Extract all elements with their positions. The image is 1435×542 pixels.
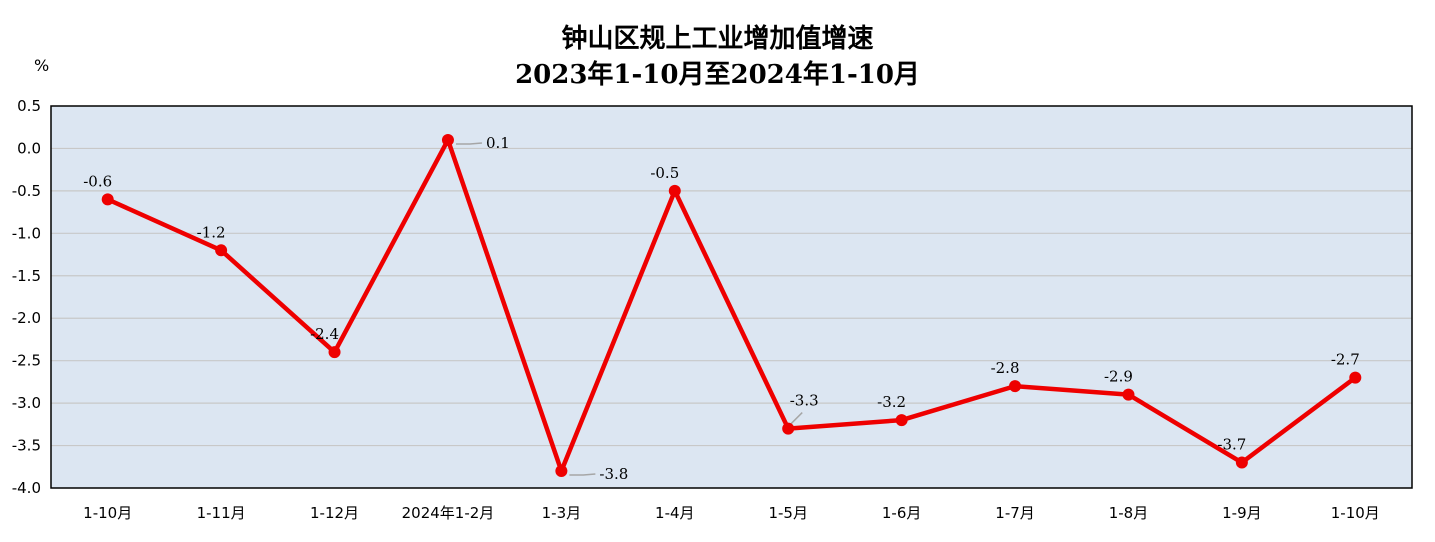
y-tick-label: -2.5 [12, 352, 41, 370]
plot-area [51, 106, 1412, 488]
x-tick-label: 2024年1-2月 [402, 504, 495, 522]
leader-line [455, 142, 483, 145]
plot-border [50, 105, 1413, 489]
data-label: -2.8 [991, 359, 1020, 377]
data-point [668, 184, 681, 197]
data-label: -0.6 [83, 172, 112, 190]
x-tick-label: 1-12月 [310, 504, 359, 522]
data-label: -3.7 [1217, 436, 1246, 454]
data-point [1122, 388, 1135, 401]
leader-line [789, 412, 803, 426]
data-label: -3.3 [790, 392, 819, 410]
data-point [328, 346, 341, 359]
x-tick-label: 1-3月 [542, 504, 582, 522]
data-label: -1.2 [197, 223, 226, 241]
data-point [441, 133, 454, 146]
y-tick-label: -3.0 [12, 394, 41, 412]
data-point [1349, 371, 1362, 384]
y-tick-label: -2.0 [12, 309, 41, 327]
data-point [215, 244, 228, 257]
y-tick-label: -4.0 [12, 479, 41, 497]
y-axis-unit: % [34, 56, 50, 75]
data-label: -0.5 [650, 164, 679, 182]
y-tick-label: -1.0 [12, 224, 41, 242]
y-tick-label: 0.0 [17, 139, 41, 157]
x-tick-label: 1-8月 [1109, 504, 1149, 522]
x-tick-label: 1-4月 [655, 504, 695, 522]
data-point [1009, 380, 1022, 393]
data-label: -2.4 [310, 325, 339, 343]
data-point [101, 193, 114, 206]
data-label: -3.2 [877, 393, 906, 411]
data-label: -2.9 [1104, 368, 1133, 386]
data-point [1235, 456, 1248, 469]
data-label: 0.1 [486, 134, 510, 152]
y-tick-label: 0.5 [17, 97, 41, 115]
x-tick-label: 1-7月 [995, 504, 1035, 522]
data-point [555, 465, 568, 478]
chart-subtitle: 2023年1-10月至2024年1-10月 [515, 60, 920, 90]
x-tick-label: 1-5月 [768, 504, 808, 522]
x-tick-label: 1-10月 [83, 504, 132, 522]
x-tick-label: 1-9月 [1222, 504, 1262, 522]
x-tick-label: 1-10月 [1331, 504, 1380, 522]
y-tick-label: -3.5 [12, 437, 41, 455]
y-tick-label: -0.5 [12, 182, 41, 200]
data-label: -3.8 [599, 465, 628, 483]
y-tick-label: -1.5 [12, 267, 41, 285]
data-label: -2.7 [1331, 351, 1360, 369]
x-tick-label: 1-6月 [882, 504, 922, 522]
data-point [895, 414, 908, 427]
leader-line [569, 473, 596, 476]
x-tick-label: 1-11月 [197, 504, 246, 522]
series-line [106, 137, 1357, 474]
chart-title: 钟山区规上工业增加值增速 [561, 24, 874, 54]
data-point [782, 422, 795, 435]
